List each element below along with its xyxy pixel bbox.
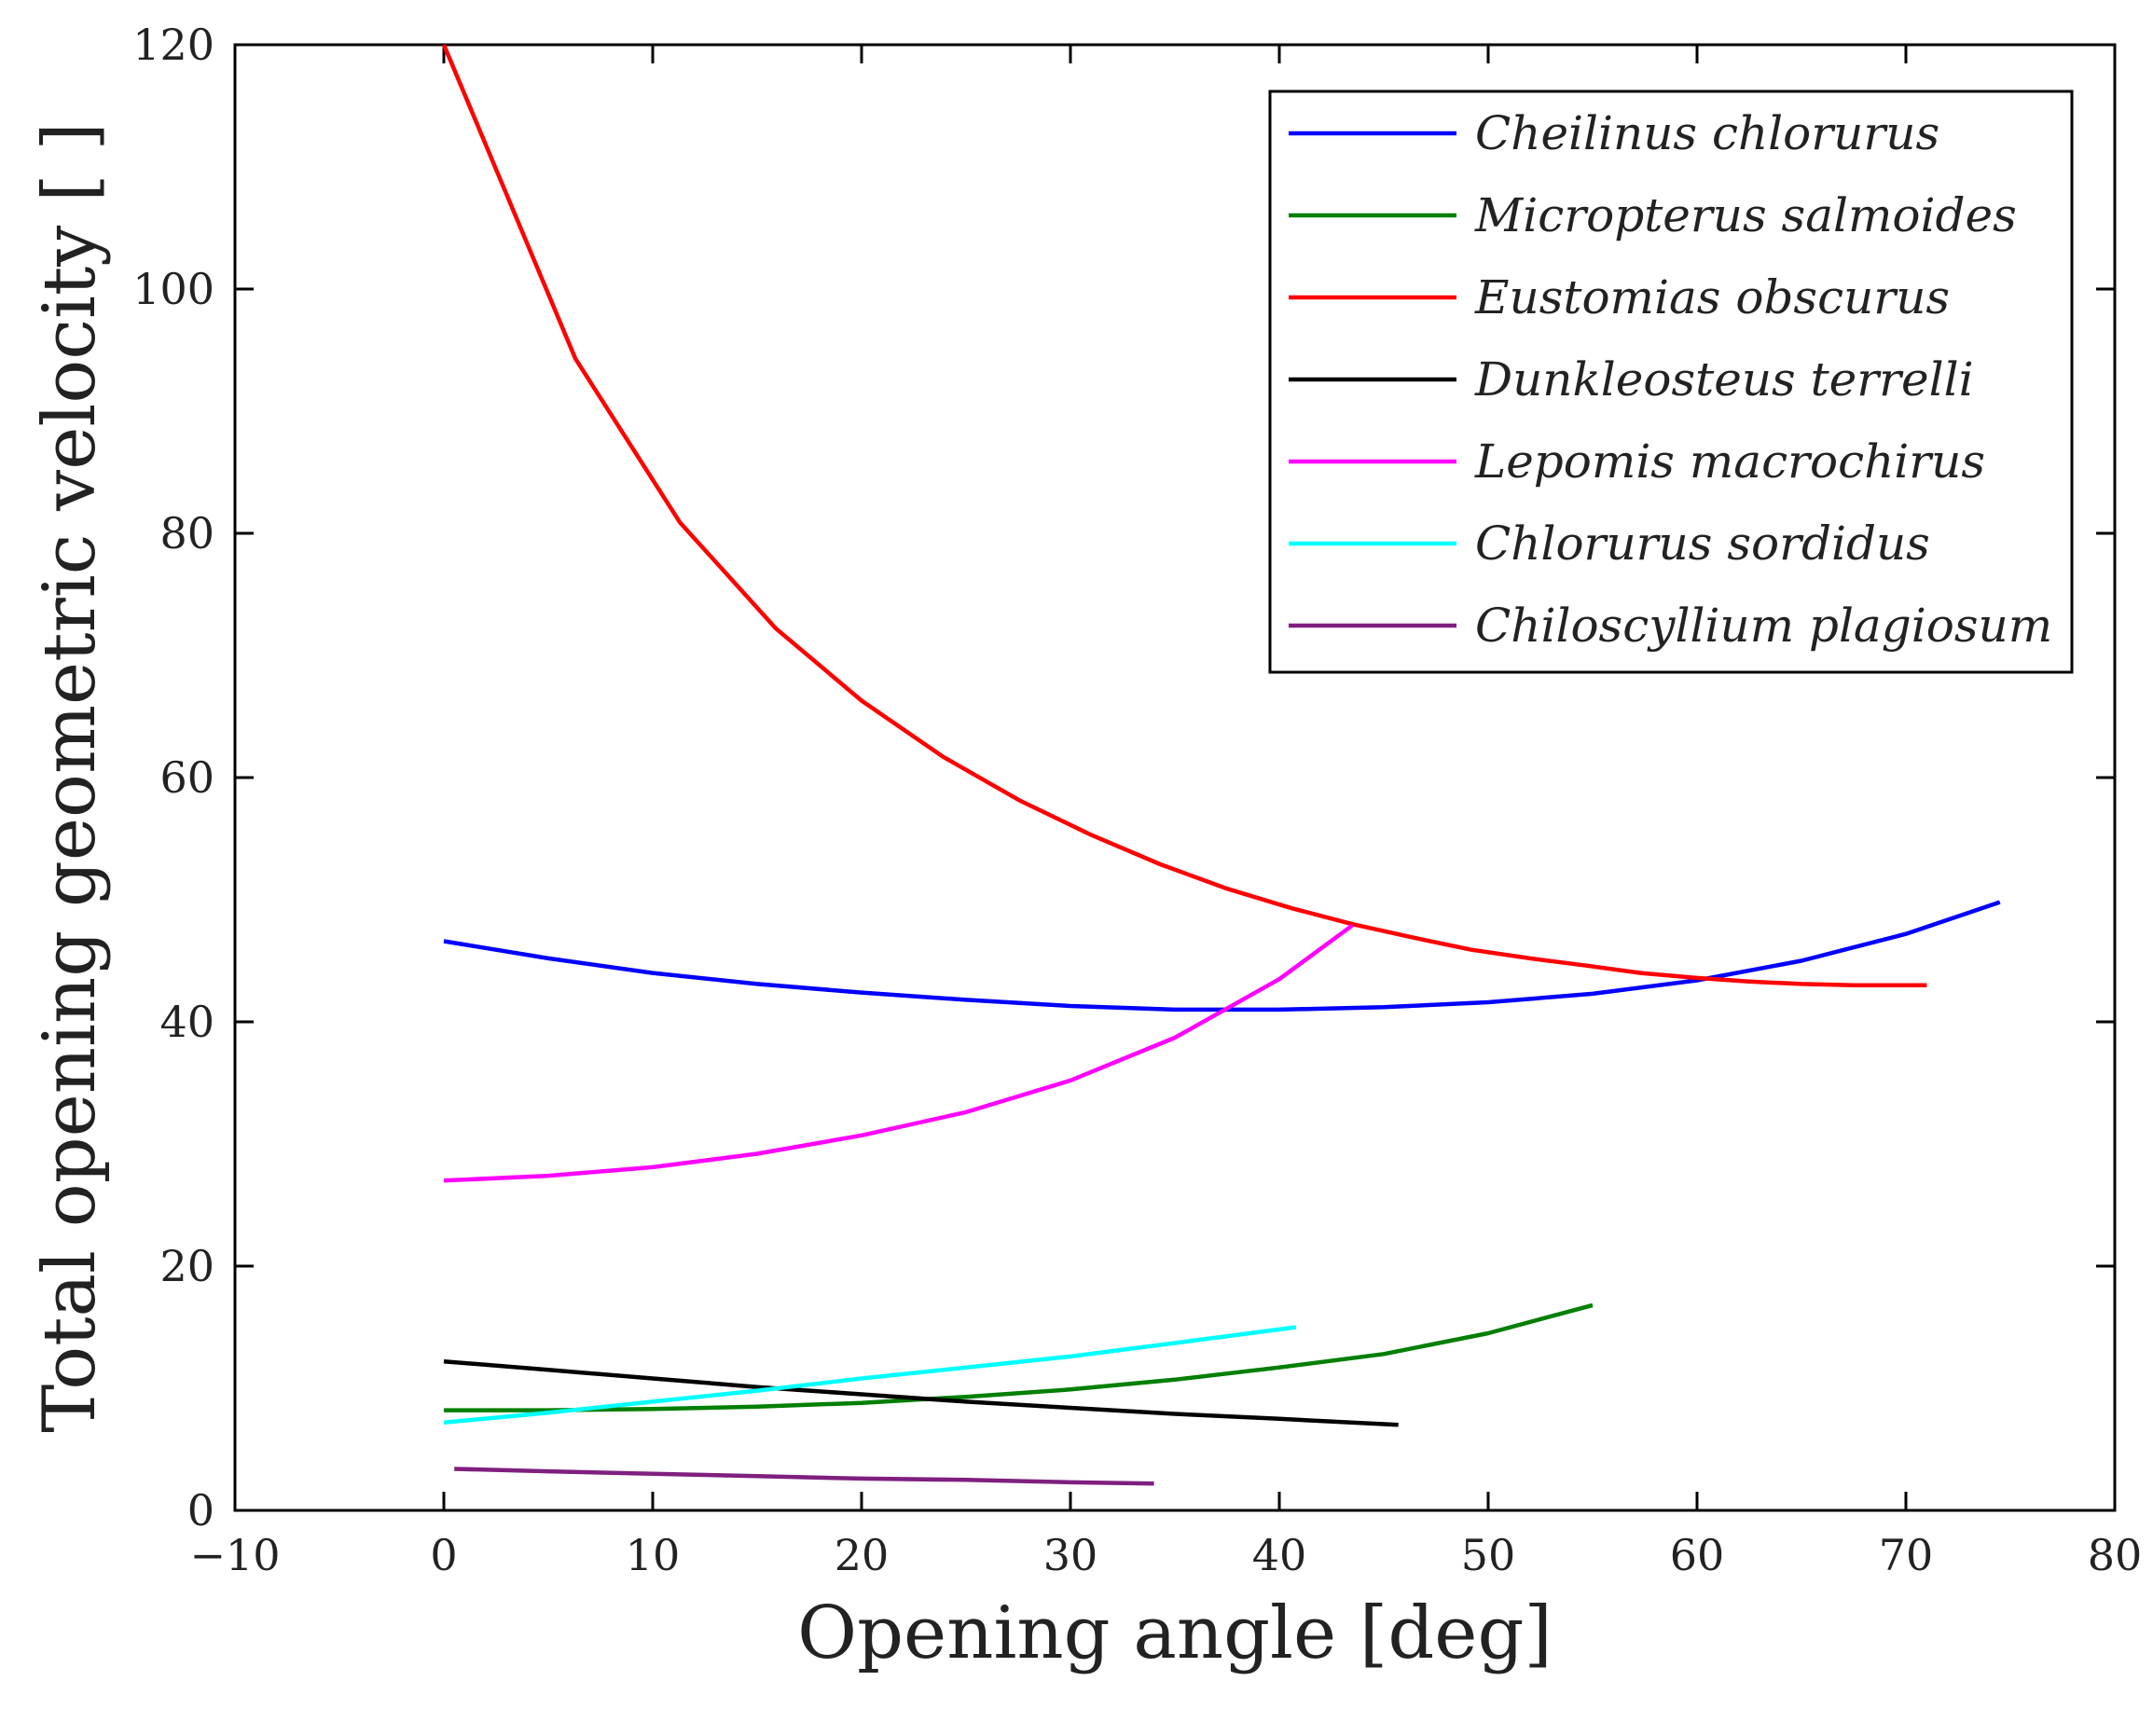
x-tick-label: 40 [1252, 1530, 1307, 1580]
y-tick-label: 40 [159, 997, 214, 1047]
series-line-micropterus-salmoides [444, 1302, 1594, 1412]
series-line-eustomias-obscurus [441, 44, 1927, 987]
y-tick-label: 0 [187, 1485, 214, 1536]
y-tick-label: 20 [159, 1241, 214, 1291]
x-tick-label: 50 [1461, 1530, 1516, 1580]
legend-box [1268, 90, 2074, 674]
legend: Cheilinus chlorurus Micropterus salmoides… [1268, 90, 2074, 674]
x-tick-label: 20 [835, 1530, 890, 1580]
legend-label-dunkleosteus-terrelli: Dunkleosteus terrelli [1474, 352, 1974, 406]
x-tick-label: −10 [189, 1530, 280, 1580]
x-tick-label: 70 [1879, 1530, 1934, 1580]
legend-label-eustomias-obscurus: Eustomias obscurus [1474, 270, 1950, 324]
x-tick-label: 10 [626, 1530, 681, 1580]
legend-label-chiloscyllium-plagiosum: Chiloscyllium plagiosum [1475, 599, 2052, 653]
legend-label-cheilinus-chlorurus: Cheilinus chlorurus [1475, 106, 1939, 160]
series-line-chlorurus-sordidus [443, 1325, 1297, 1425]
y-tick-label: 120 [132, 20, 214, 70]
legend-label-chlorurus-sordidus: Chlorurus sordidus [1475, 517, 1930, 571]
series-line-lepomis-macrochirus [443, 923, 1354, 1183]
x-tick-label: 80 [2088, 1530, 2143, 1580]
series-lines [441, 44, 2001, 1486]
series-line-chiloscyllium-plagiosum [454, 1467, 1154, 1486]
x-tick-label: 60 [1670, 1530, 1725, 1580]
x-axis-label: Opening angle [deg] [797, 1591, 1553, 1675]
y-tick-label: 80 [159, 508, 214, 558]
legend-label-lepomis-macrochirus: Lepomis macrochirus [1474, 434, 1985, 489]
x-tick-label: 30 [1043, 1530, 1098, 1580]
y-tick-label: 100 [132, 264, 214, 314]
legend-label-micropterus-salmoides: Micropterus salmoides [1474, 188, 2017, 242]
x-axis: −10 0 10 20 30 40 50 60 70 80 [189, 45, 2142, 1580]
y-axis-label: Total opening geometric velocity [ ] [28, 122, 112, 1433]
x-tick-label: 0 [430, 1530, 457, 1580]
y-axis: 0 20 40 60 80 100 120 [132, 20, 2115, 1536]
y-tick-label: 60 [159, 752, 214, 803]
series-line-dunkleosteus-terrelli [443, 1358, 1399, 1427]
series-line-cheilinus-chlorurus [443, 900, 2001, 1013]
